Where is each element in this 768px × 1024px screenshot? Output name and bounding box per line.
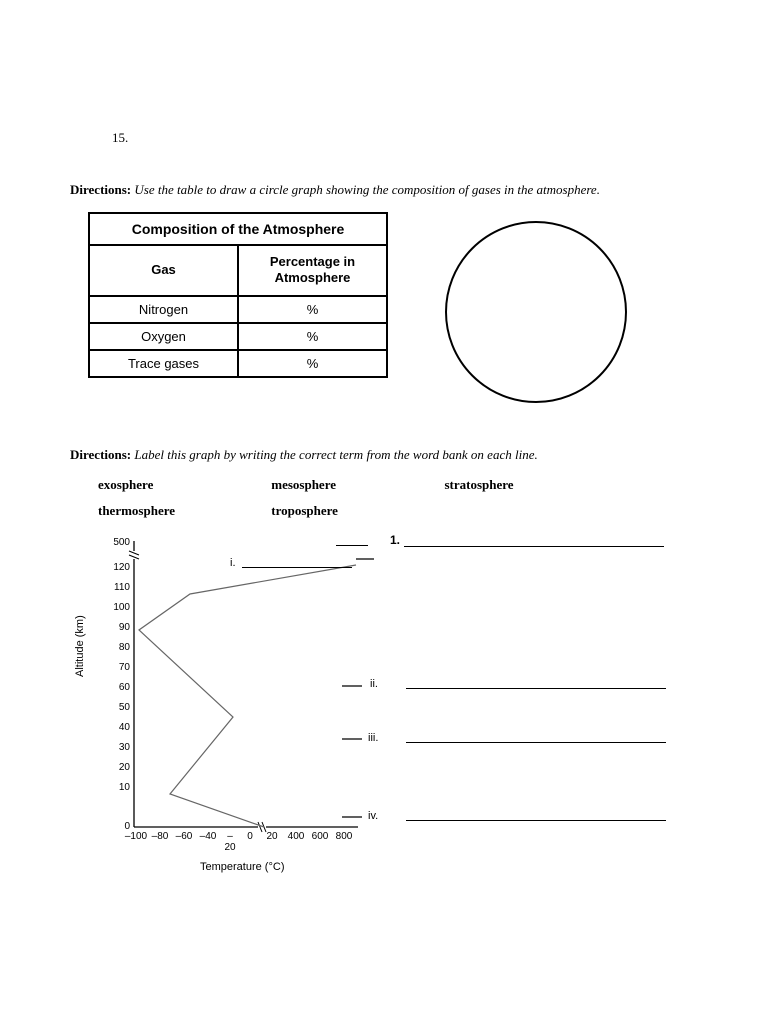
svg-text:0: 0 — [247, 831, 253, 842]
word-bank: exosphere mesosphere stratosphere thermo… — [98, 477, 698, 519]
directions-1-label: Directions: — [70, 182, 131, 197]
circle-icon — [436, 212, 636, 412]
svg-text:100: 100 — [113, 602, 130, 613]
table-row: Oxygen % — [89, 323, 387, 350]
svg-text:30: 30 — [119, 742, 131, 753]
table-row: Nitrogen % — [89, 296, 387, 323]
table-title: Composition of the Atmosphere — [89, 213, 387, 245]
svg-text:–60: –60 — [176, 831, 193, 842]
svg-text:400: 400 — [288, 831, 305, 842]
svg-text:20: 20 — [119, 762, 131, 773]
svg-text:120: 120 — [113, 562, 130, 573]
svg-text:110: 110 — [114, 582, 130, 593]
svg-text:–80: –80 — [152, 831, 169, 842]
wordbank-item: exosphere — [98, 477, 268, 493]
blank-circle-graph — [436, 212, 636, 417]
cell-gas: Nitrogen — [89, 296, 238, 323]
svg-text:60: 60 — [119, 682, 131, 693]
svg-text:–100: –100 — [125, 831, 148, 842]
blank-1-label: 1. — [380, 533, 400, 547]
svg-text:20: 20 — [266, 831, 278, 842]
cell-gas: Trace gases — [89, 350, 238, 377]
svg-text:–: – — [227, 831, 233, 842]
blank-iii-label: iii. — [368, 732, 378, 744]
svg-text:80: 80 — [119, 642, 131, 653]
blank-ii-label: ii. — [370, 678, 378, 690]
directions-1: Directions: Use the table to draw a circ… — [70, 182, 698, 198]
svg-text:500: 500 — [113, 537, 130, 548]
svg-text:40: 40 — [119, 722, 131, 733]
table-col-gas: Gas — [89, 245, 238, 296]
svg-text:70: 70 — [119, 662, 131, 673]
wordbank-item: mesosphere — [271, 477, 441, 493]
svg-text:90: 90 — [119, 622, 131, 633]
directions-2-text: Label this graph by writing the correct … — [134, 447, 537, 462]
y-axis-label: Altitude (km) — [74, 615, 86, 677]
wordbank-item: thermosphere — [98, 503, 268, 519]
wordbank-item: stratosphere — [445, 477, 514, 493]
blank-pre-line — [336, 545, 368, 546]
altitude-temperature-chart: 500 120 110 100 90 80 70 60 50 40 30 20 … — [80, 537, 700, 897]
blank-iii-line[interactable] — [406, 730, 666, 743]
wordbank-item: troposphere — [271, 503, 338, 518]
directions-1-text: Use the table to draw a circle graph sho… — [134, 182, 600, 197]
question-number: 15. — [112, 130, 698, 146]
cell-pct: % — [238, 350, 387, 377]
cell-gas: Oxygen — [89, 323, 238, 350]
blank-1-line[interactable] — [404, 534, 664, 547]
svg-text:20: 20 — [224, 842, 236, 853]
svg-text:800: 800 — [336, 831, 353, 842]
directions-2: Directions: Label this graph by writing … — [70, 447, 698, 463]
blank-iv-line[interactable] — [406, 808, 666, 821]
svg-text:600: 600 — [312, 831, 329, 842]
svg-text:10: 10 — [119, 782, 131, 793]
svg-text:–40: –40 — [200, 831, 217, 842]
table-row: Trace gases % — [89, 350, 387, 377]
composition-table: Composition of the Atmosphere Gas Percen… — [88, 212, 388, 378]
cell-pct: % — [238, 296, 387, 323]
table-col-pct: Percentage in Atmosphere — [238, 245, 387, 296]
blank-ii-line[interactable] — [406, 676, 666, 689]
blank-i-lead — [242, 567, 352, 568]
chart-svg: 500 120 110 100 90 80 70 60 50 40 30 20 … — [90, 537, 390, 867]
blank-1: 1. — [380, 533, 664, 547]
cell-pct: % — [238, 323, 387, 350]
svg-text:50: 50 — [119, 702, 131, 713]
x-axis-label: Temperature (°C) — [200, 861, 284, 873]
directions-2-label: Directions: — [70, 447, 131, 462]
blank-i-label: i. — [230, 557, 236, 569]
blank-iv-label: iv. — [368, 810, 378, 822]
